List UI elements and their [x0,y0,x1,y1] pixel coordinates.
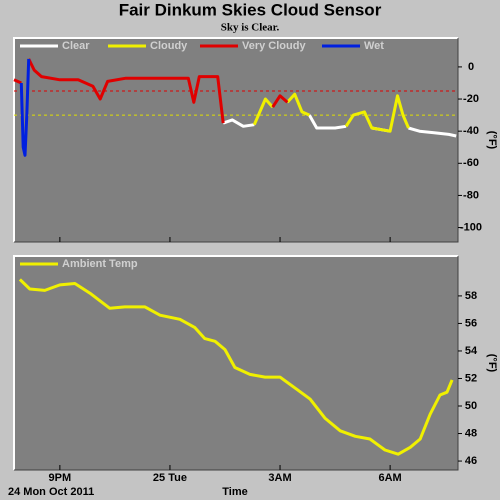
legend-label: Ambient Temp [62,258,138,270]
y-tick-label: 46 [465,455,477,467]
plot-frame [14,38,459,243]
y-tick-label: -60 [463,157,479,169]
series-line [13,58,289,124]
y-tick-label: 0 [468,61,474,73]
series-line [18,278,454,456]
y-tick-label: -20 [463,93,479,105]
series-line [222,114,457,138]
y-tick-label: 58 [465,290,477,302]
legend-label: Very Cloudy [242,40,306,52]
subtitle: Sky is Clear. [221,22,280,34]
y-axis-label: (°F) [486,131,498,150]
x-tick-label: 9PM [49,472,72,484]
plot-bevel [13,37,458,242]
x-tick-label: 25 Tue [153,472,187,484]
chart-title: Fair Dinkum Skies Cloud Sensor [119,0,382,19]
series-line [19,58,31,157]
y-tick-label: 54 [465,345,478,357]
y-tick-label: 48 [465,427,477,439]
y-tick-label: -40 [463,125,479,137]
y-tick-label: 56 [465,317,477,329]
plot-bevel [13,255,458,470]
legend-label: Clear [62,40,90,52]
y-axis-label: (°F) [486,354,498,373]
series-line [252,92,410,133]
x-tick-label: 6AM [378,472,401,484]
x-tick-label: 3AM [268,472,291,484]
date-label: 24 Mon Oct 2011 [8,486,94,498]
y-tick-label: 50 [465,400,477,412]
y-tick-label: -100 [460,221,482,233]
plot-area [14,38,458,242]
y-tick-label: 52 [465,372,477,384]
legend-label: Cloudy [150,40,188,52]
y-tick-label: -80 [463,189,479,201]
plot-frame [14,256,459,471]
x-axis-label: Time [222,486,247,498]
legend-label: Wet [364,40,384,52]
